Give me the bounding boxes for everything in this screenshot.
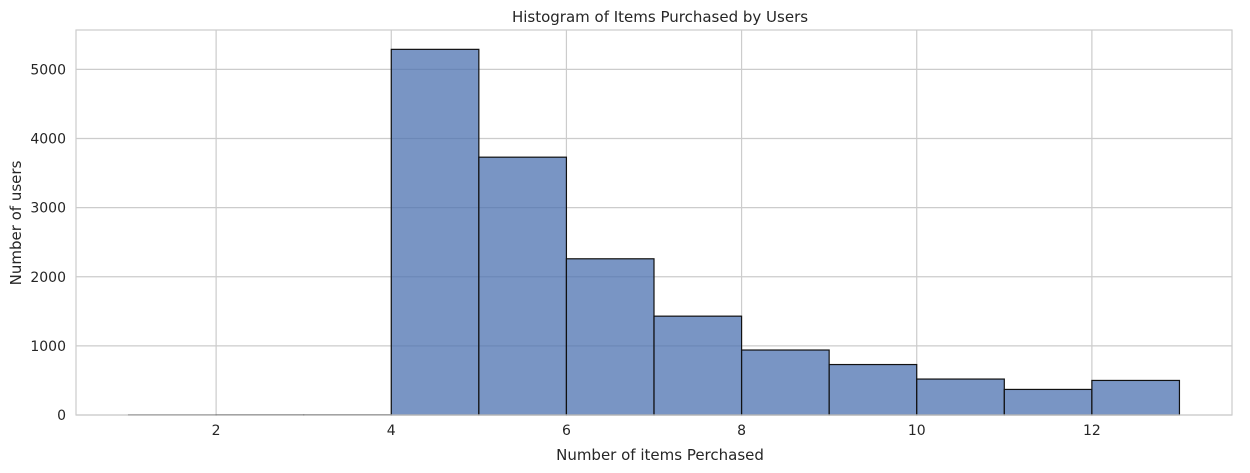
x-tick-label: 8 bbox=[737, 423, 746, 439]
x-tick-label: 6 bbox=[562, 423, 571, 439]
chart-title: Histogram of Items Purchased by Users bbox=[512, 8, 808, 26]
x-tick-label: 2 bbox=[212, 423, 221, 439]
y-tick-label: 3000 bbox=[30, 201, 66, 217]
histogram-bar bbox=[565, 258, 655, 416]
y-tick-label: 4000 bbox=[30, 132, 66, 148]
histogram-bar bbox=[478, 156, 568, 416]
y-tick-labels: 0 1000 2000 3000 4000 5000 bbox=[30, 62, 66, 424]
x-tick-labels: 2 4 6 8 10 12 bbox=[212, 423, 1101, 439]
y-axis-label: Number of users bbox=[7, 160, 25, 285]
x-axis-label: Number of items Perchased bbox=[556, 446, 764, 464]
histogram-bar bbox=[828, 363, 918, 416]
y-tick-label: 1000 bbox=[30, 339, 66, 355]
histogram-bar bbox=[916, 378, 1005, 416]
x-tick-label: 4 bbox=[387, 423, 396, 439]
histogram-bar bbox=[740, 349, 830, 416]
plot-frame bbox=[75, 29, 1233, 416]
histogram-bar bbox=[1003, 388, 1093, 416]
x-tick-label: 10 bbox=[908, 423, 926, 439]
histogram-bar bbox=[653, 315, 743, 416]
histogram-bar bbox=[390, 48, 480, 416]
y-tick-label: 5000 bbox=[30, 62, 66, 78]
y-tick-label: 2000 bbox=[30, 270, 66, 286]
y-tick-label: 0 bbox=[57, 408, 66, 424]
histogram-bar bbox=[1091, 379, 1181, 416]
bars bbox=[127, 48, 1181, 416]
x-tick-label: 12 bbox=[1083, 423, 1101, 439]
